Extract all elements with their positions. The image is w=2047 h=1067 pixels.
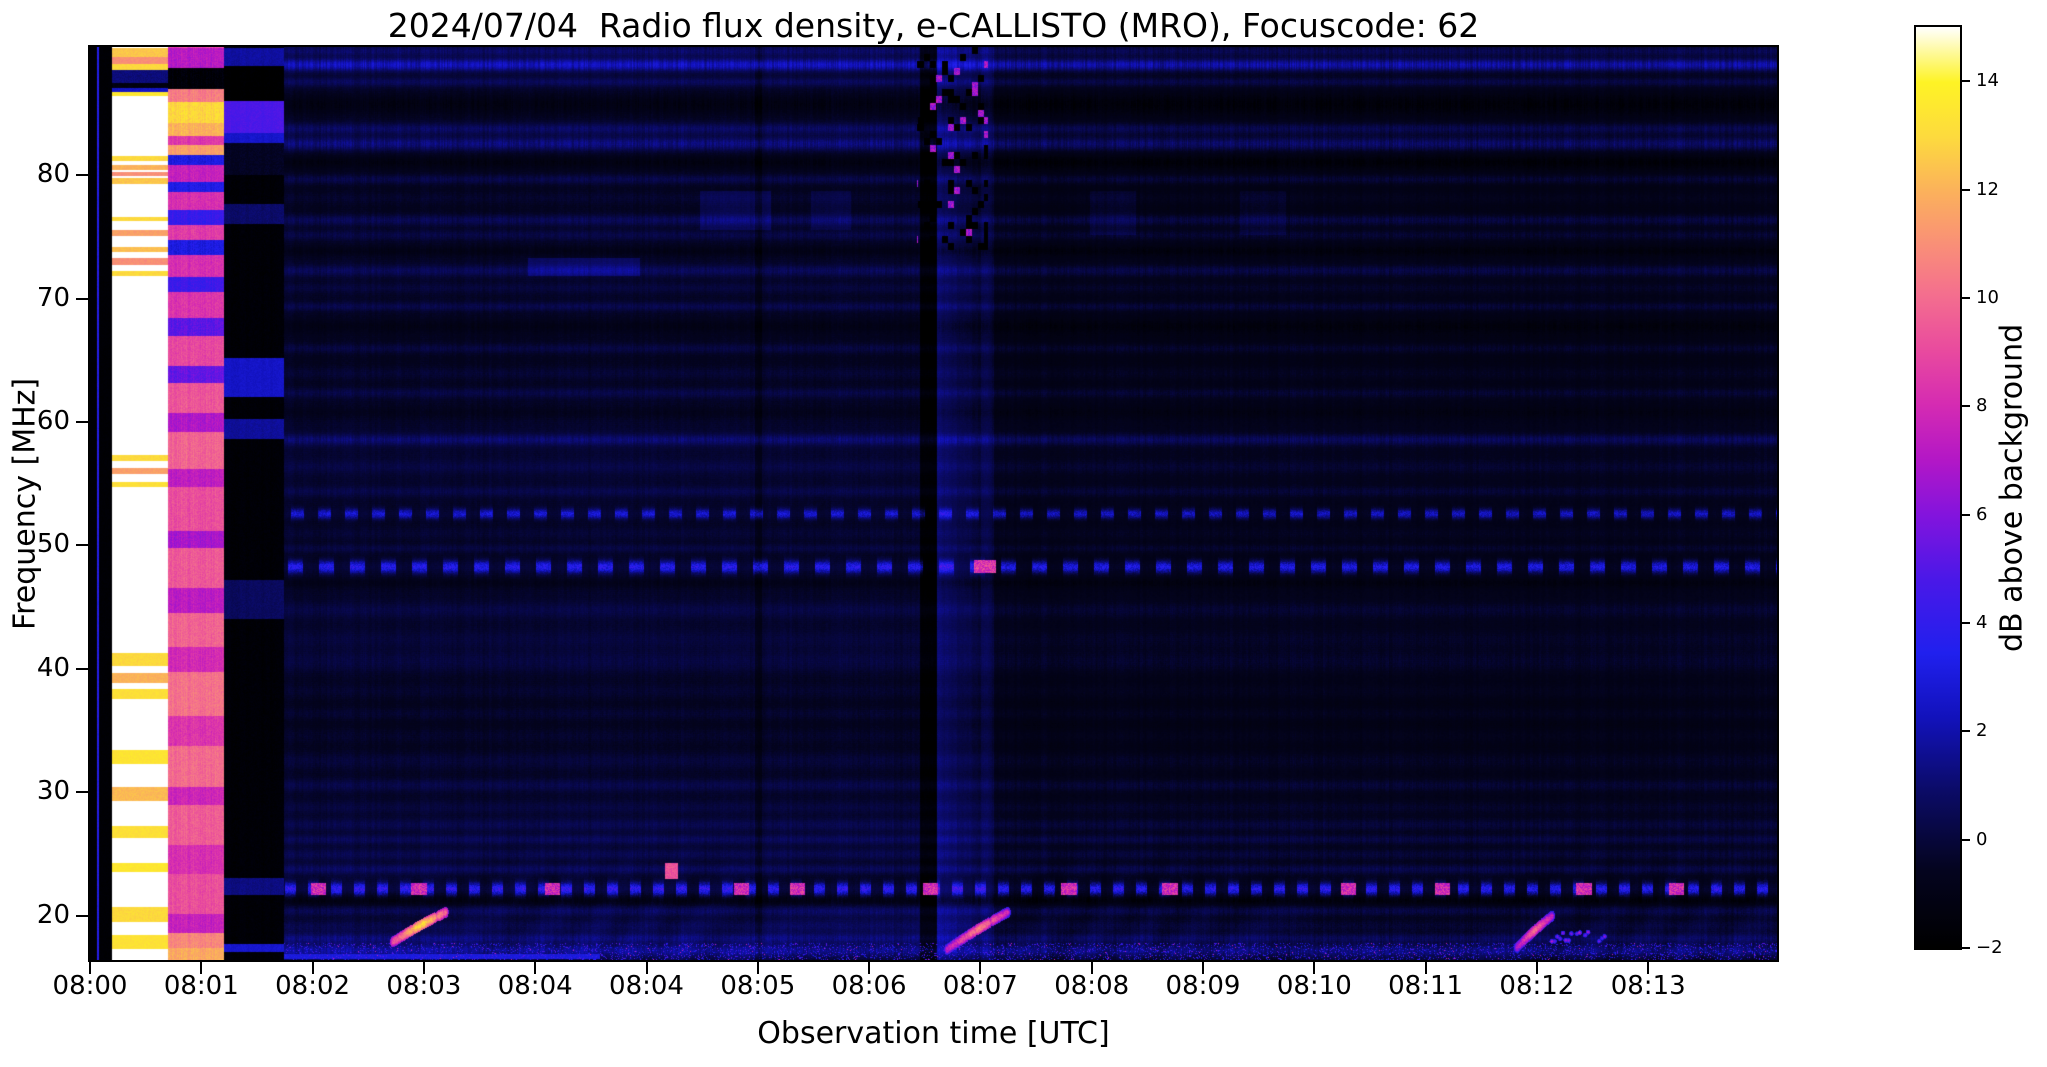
- x-tick-mark: [89, 962, 91, 974]
- x-tick-mark: [868, 962, 871, 974]
- colorbar-tick-label: 10: [1976, 286, 1999, 308]
- y-tick-mark: [76, 544, 88, 547]
- y-tick-mark: [76, 667, 88, 670]
- x-tick-mark: [1535, 962, 1538, 974]
- x-tick-mark: [534, 962, 537, 974]
- colorbar-tick-label: 4: [1976, 611, 1988, 633]
- colorbar-tick-label: 0: [1976, 828, 1988, 850]
- chart-title: 2024/07/04 Radio flux density, e-CALLIST…: [387, 6, 1480, 45]
- x-tick-mark: [1202, 962, 1204, 974]
- x-tick-label: 08:04: [497, 971, 573, 1001]
- x-tick-label: 08:00: [52, 971, 128, 1001]
- colorbar-gradient: [1916, 27, 1960, 948]
- colorbar-tick-mark: [1962, 80, 1970, 83]
- y-tick-label: 40: [36, 652, 70, 683]
- x-tick-label: 08:10: [1276, 971, 1352, 1001]
- colorbar-tick-mark: [1962, 405, 1970, 408]
- x-tick-label: 08:06: [831, 971, 907, 1001]
- x-tick-mark: [1313, 962, 1316, 974]
- y-tick-mark: [76, 914, 88, 917]
- x-tick-mark: [979, 962, 982, 974]
- y-axis-label: Frequency [MHz]: [7, 377, 43, 630]
- x-tick-label: 08:08: [1054, 971, 1130, 1001]
- y-tick-label: 60: [36, 406, 70, 437]
- colorbar: [1914, 25, 1962, 950]
- x-tick-mark: [422, 962, 425, 974]
- x-tick-mark: [200, 962, 203, 974]
- y-tick-mark: [76, 297, 88, 300]
- x-tick-mark: [1424, 962, 1427, 974]
- x-tick-mark: [1647, 962, 1650, 974]
- y-tick-mark: [76, 174, 88, 177]
- x-tick-label: 08:01: [163, 971, 239, 1001]
- x-tick-mark: [311, 962, 314, 974]
- colorbar-label: dB above background: [1994, 323, 2030, 652]
- y-tick-mark: [76, 421, 88, 424]
- colorbar-tick-mark: [1962, 513, 1970, 516]
- colorbar-tick-mark: [1962, 188, 1970, 191]
- y-tick-label: 30: [36, 776, 70, 807]
- colorbar-tick-mark: [1962, 838, 1970, 841]
- colorbar-tick-label: −2: [1976, 937, 2003, 958]
- y-tick-mark: [76, 791, 88, 794]
- y-tick-label: 50: [36, 529, 70, 560]
- y-tick-label: 80: [36, 159, 70, 190]
- colorbar-tick-label: 2: [1976, 720, 1988, 742]
- x-tick-label: 08:05: [720, 971, 796, 1001]
- x-axis-label: Observation time [UTC]: [757, 1016, 1110, 1051]
- x-tick-label: 08:09: [1165, 971, 1241, 1001]
- x-tick-label: 08:02: [275, 971, 351, 1001]
- colorbar-tick-mark: [1962, 296, 1970, 299]
- colorbar-tick-mark: [1962, 730, 1970, 733]
- colorbar-tick-label: 8: [1976, 395, 1988, 417]
- y-tick-label: 20: [36, 899, 70, 930]
- x-tick-mark: [756, 962, 759, 974]
- colorbar-tick-mark: [1962, 621, 1970, 624]
- colorbar-tick-label: 12: [1976, 178, 1999, 200]
- colorbar-tick-label: 14: [1976, 70, 1999, 92]
- x-tick-label: 08:03: [386, 971, 462, 1001]
- x-tick-label: 08:07: [942, 971, 1018, 1001]
- colorbar-tick-label: 6: [1976, 503, 1988, 525]
- spectrogram-heatmap: [90, 47, 1777, 960]
- colorbar-tick-mark: [1962, 947, 1970, 949]
- x-tick-mark: [1090, 962, 1093, 974]
- x-tick-mark: [645, 962, 648, 974]
- x-tick-label: 08:04: [609, 971, 684, 1001]
- x-tick-label: 08:13: [1610, 971, 1686, 1001]
- y-tick-label: 70: [36, 282, 70, 313]
- plot-area-border: [88, 45, 1779, 962]
- x-tick-label: 08:12: [1499, 971, 1575, 1001]
- x-tick-label: 08:11: [1388, 971, 1464, 1001]
